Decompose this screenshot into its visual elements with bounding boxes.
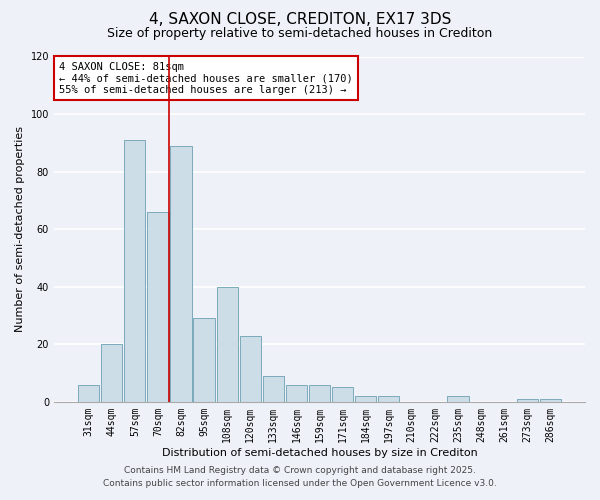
Bar xyxy=(124,140,145,402)
Y-axis label: Number of semi-detached properties: Number of semi-detached properties xyxy=(15,126,25,332)
Bar xyxy=(263,376,284,402)
Text: Contains HM Land Registry data © Crown copyright and database right 2025.
Contai: Contains HM Land Registry data © Crown c… xyxy=(103,466,497,487)
Bar xyxy=(239,336,261,402)
Bar xyxy=(78,384,99,402)
Text: 4, SAXON CLOSE, CREDITON, EX17 3DS: 4, SAXON CLOSE, CREDITON, EX17 3DS xyxy=(149,12,451,28)
Text: Size of property relative to semi-detached houses in Crediton: Size of property relative to semi-detach… xyxy=(107,28,493,40)
Bar xyxy=(332,388,353,402)
Bar xyxy=(539,399,561,402)
Text: 4 SAXON CLOSE: 81sqm
← 44% of semi-detached houses are smaller (170)
55% of semi: 4 SAXON CLOSE: 81sqm ← 44% of semi-detac… xyxy=(59,62,353,95)
Bar xyxy=(217,286,238,402)
Bar xyxy=(309,384,330,402)
Bar xyxy=(147,212,169,402)
Bar xyxy=(378,396,400,402)
Bar xyxy=(355,396,376,402)
Bar xyxy=(517,399,538,402)
Bar xyxy=(286,384,307,402)
Bar xyxy=(193,318,215,402)
Bar xyxy=(448,396,469,402)
X-axis label: Distribution of semi-detached houses by size in Crediton: Distribution of semi-detached houses by … xyxy=(161,448,478,458)
Bar xyxy=(101,344,122,402)
Bar xyxy=(170,146,191,402)
